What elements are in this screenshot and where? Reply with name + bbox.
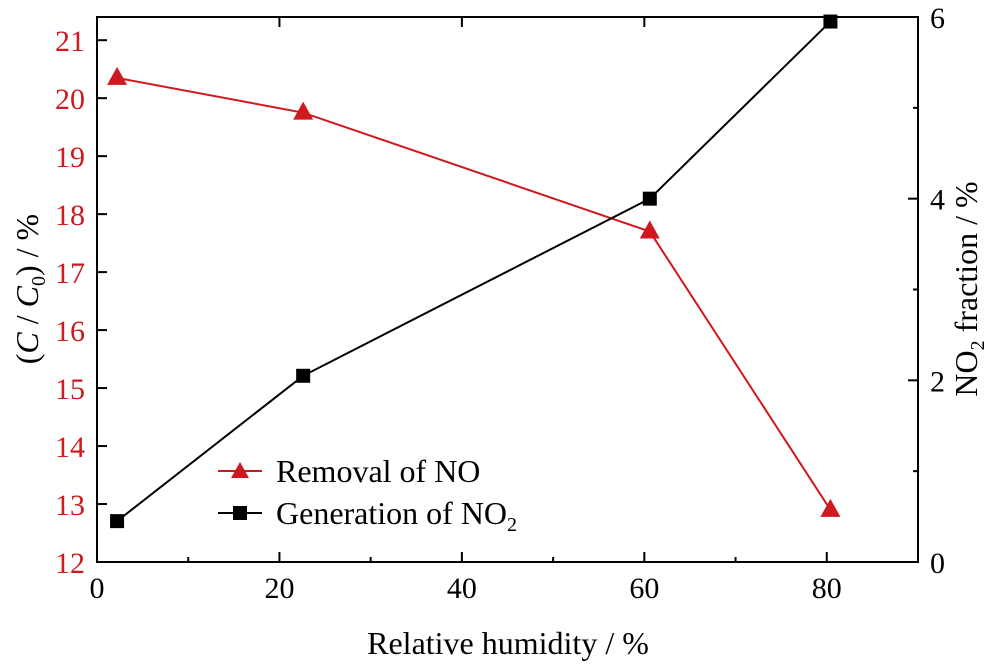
y-left-axis-title: (C / C0) / % — [9, 214, 50, 364]
plot-frame — [96, 16, 919, 563]
y-right-tick-label: 2 — [930, 365, 945, 398]
y-left-tick-label: 18 — [55, 199, 85, 232]
y-left-tick-label: 16 — [55, 315, 85, 348]
y-left-tick-label: 19 — [55, 141, 85, 174]
series-0-point — [107, 66, 128, 85]
legend: Removal of NO Generation of NO2 — [218, 453, 517, 536]
y-right-tick-label: 0 — [930, 547, 945, 580]
x-tick-label: 0 — [90, 572, 105, 605]
legend-label-generation: Generation of NO2 — [276, 495, 517, 536]
series-0-point — [639, 220, 660, 239]
legend-marker-square-icon — [233, 506, 247, 520]
y-right-tick-label: 6 — [930, 2, 945, 35]
series-1-point — [296, 368, 311, 383]
y-left-tick-label: 14 — [55, 431, 85, 464]
y-right-axis-title: NO2 fraction / % — [948, 181, 989, 396]
series-0-line — [116, 76, 832, 511]
x-axis-title: Relative humidity / % — [367, 625, 649, 661]
x-tick-label: 40 — [447, 572, 477, 605]
y-left-tick-label: 15 — [55, 373, 85, 406]
series-1-point — [642, 191, 657, 206]
series-1-line — [116, 20, 832, 522]
ticks: 0 20 40 60 80 12 13 14 15 16 17 18 19 20 21 0 2 4 6 — [55, 2, 945, 605]
series-layer — [107, 14, 841, 529]
series-0-point — [293, 101, 314, 120]
y-left-tick-label: 17 — [55, 257, 85, 290]
y-left-tick-label: 13 — [55, 489, 85, 522]
series-0-point — [820, 498, 841, 517]
y-left-tick-label: 21 — [55, 25, 85, 58]
y-left-tick-label: 20 — [55, 83, 85, 116]
legend-label-removal: Removal of NO — [276, 453, 480, 489]
y-right-tick-label: 4 — [930, 184, 945, 217]
x-tick-label: 80 — [812, 572, 842, 605]
series-1-point — [110, 514, 125, 529]
x-tick-label: 60 — [629, 572, 659, 605]
legend-marker-triangle-icon — [231, 462, 249, 478]
x-tick-label: 20 — [264, 572, 294, 605]
y-left-tick-label: 12 — [55, 547, 85, 580]
series-1-point — [823, 14, 838, 29]
